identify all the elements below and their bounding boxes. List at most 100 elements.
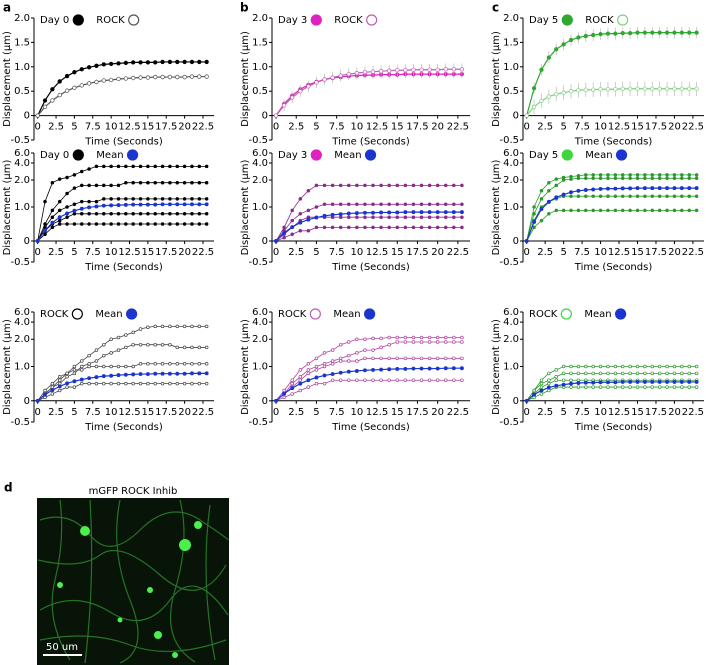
series-point xyxy=(79,377,84,382)
trace-point xyxy=(355,215,359,219)
series-point xyxy=(531,86,537,91)
series-point xyxy=(403,210,408,215)
trace-point xyxy=(322,364,327,369)
trace-point xyxy=(290,208,294,213)
series-point xyxy=(306,84,311,89)
y-tick-label: 1.0 xyxy=(503,62,519,73)
y-axis-label: Displacement (μm) xyxy=(240,31,251,127)
series-point xyxy=(35,398,40,403)
series-point xyxy=(524,113,529,118)
x-tick-label: 22.5 xyxy=(682,247,704,258)
trace-point xyxy=(314,356,319,361)
trace-point xyxy=(322,351,327,355)
trace-point xyxy=(50,381,55,386)
series-point xyxy=(79,67,84,72)
trace-line xyxy=(37,363,207,402)
trace-point xyxy=(576,194,581,198)
trace-point xyxy=(131,364,135,369)
image-title: mGFP ROCK Inhib xyxy=(89,486,178,497)
series-point xyxy=(657,186,662,191)
trace-point xyxy=(452,378,456,382)
series-line xyxy=(275,211,462,242)
series-point xyxy=(153,371,158,376)
trace-point xyxy=(672,371,677,376)
series-point xyxy=(443,210,448,215)
y-tick-label: 1.0 xyxy=(14,62,30,73)
series-point xyxy=(613,31,618,36)
series-point xyxy=(131,202,136,207)
legend-label: ROCK xyxy=(334,15,363,26)
trace-point xyxy=(584,208,588,213)
series-point xyxy=(43,228,47,233)
trace-point xyxy=(606,385,610,389)
trace-point xyxy=(387,183,391,188)
series-point xyxy=(145,75,151,80)
series-point xyxy=(204,371,209,376)
trace-point xyxy=(371,225,375,230)
y-axis-label: Displacement (μm) xyxy=(2,31,13,127)
y-tick-label: 2.0 xyxy=(503,175,519,186)
trace-point xyxy=(160,381,165,386)
trace-point xyxy=(532,388,536,393)
trace-point xyxy=(116,183,121,188)
trace-point xyxy=(190,180,194,185)
series-point xyxy=(167,59,173,65)
x-tick-label: 10 xyxy=(105,407,118,418)
trace-point xyxy=(650,173,655,177)
series-point xyxy=(427,210,432,215)
trace-point xyxy=(124,197,128,201)
trace-point xyxy=(419,183,424,188)
trace-point xyxy=(197,197,202,201)
x-tick-label: 20 xyxy=(431,407,444,418)
trace-point xyxy=(444,378,448,382)
series-point xyxy=(57,384,62,389)
series-point xyxy=(642,86,648,91)
legend-label: Day 5 xyxy=(529,150,558,161)
series-point xyxy=(620,30,625,36)
series-point xyxy=(642,379,647,384)
trace-point xyxy=(197,212,202,216)
legend-label: Day 0 xyxy=(40,150,69,161)
trace-point xyxy=(290,392,294,396)
trace-point xyxy=(131,164,135,169)
series-point xyxy=(79,83,84,88)
trace-point xyxy=(435,215,440,219)
series-point xyxy=(627,30,633,36)
trace-point xyxy=(620,173,625,177)
series-point xyxy=(57,92,62,98)
trace-point xyxy=(146,381,150,386)
y-tick-label: 0 xyxy=(24,396,30,407)
x-tick-label: 17.5 xyxy=(406,407,428,418)
trace-point xyxy=(153,164,157,169)
trace-point xyxy=(116,212,121,216)
series-point xyxy=(583,188,588,192)
trace-point xyxy=(314,368,319,372)
y-tick-label: 6.0 xyxy=(14,307,30,318)
trace-point xyxy=(411,378,416,382)
trace-point xyxy=(43,225,47,230)
series-point xyxy=(539,388,544,393)
trace-point xyxy=(427,356,432,361)
series-point xyxy=(598,186,603,191)
trace-point xyxy=(427,378,432,382)
trace-point xyxy=(444,340,448,344)
legend-marker xyxy=(72,149,84,161)
series-point xyxy=(694,186,699,191)
series-point xyxy=(591,187,596,192)
trace-point xyxy=(687,194,691,198)
trace-point xyxy=(138,180,143,185)
x-tick-label: 2.5 xyxy=(48,407,64,418)
series-point xyxy=(598,380,603,385)
trace-point xyxy=(138,212,143,216)
y-tick-label: -0.5 xyxy=(10,257,30,268)
trace-point xyxy=(43,199,47,204)
trace-point xyxy=(168,381,172,386)
trace-point xyxy=(314,225,319,230)
legend-label: Mean xyxy=(96,150,123,161)
series-point xyxy=(561,382,566,387)
trace-point xyxy=(72,186,77,190)
series-line xyxy=(275,367,462,402)
trace-point xyxy=(584,173,588,177)
series-line xyxy=(37,75,207,116)
